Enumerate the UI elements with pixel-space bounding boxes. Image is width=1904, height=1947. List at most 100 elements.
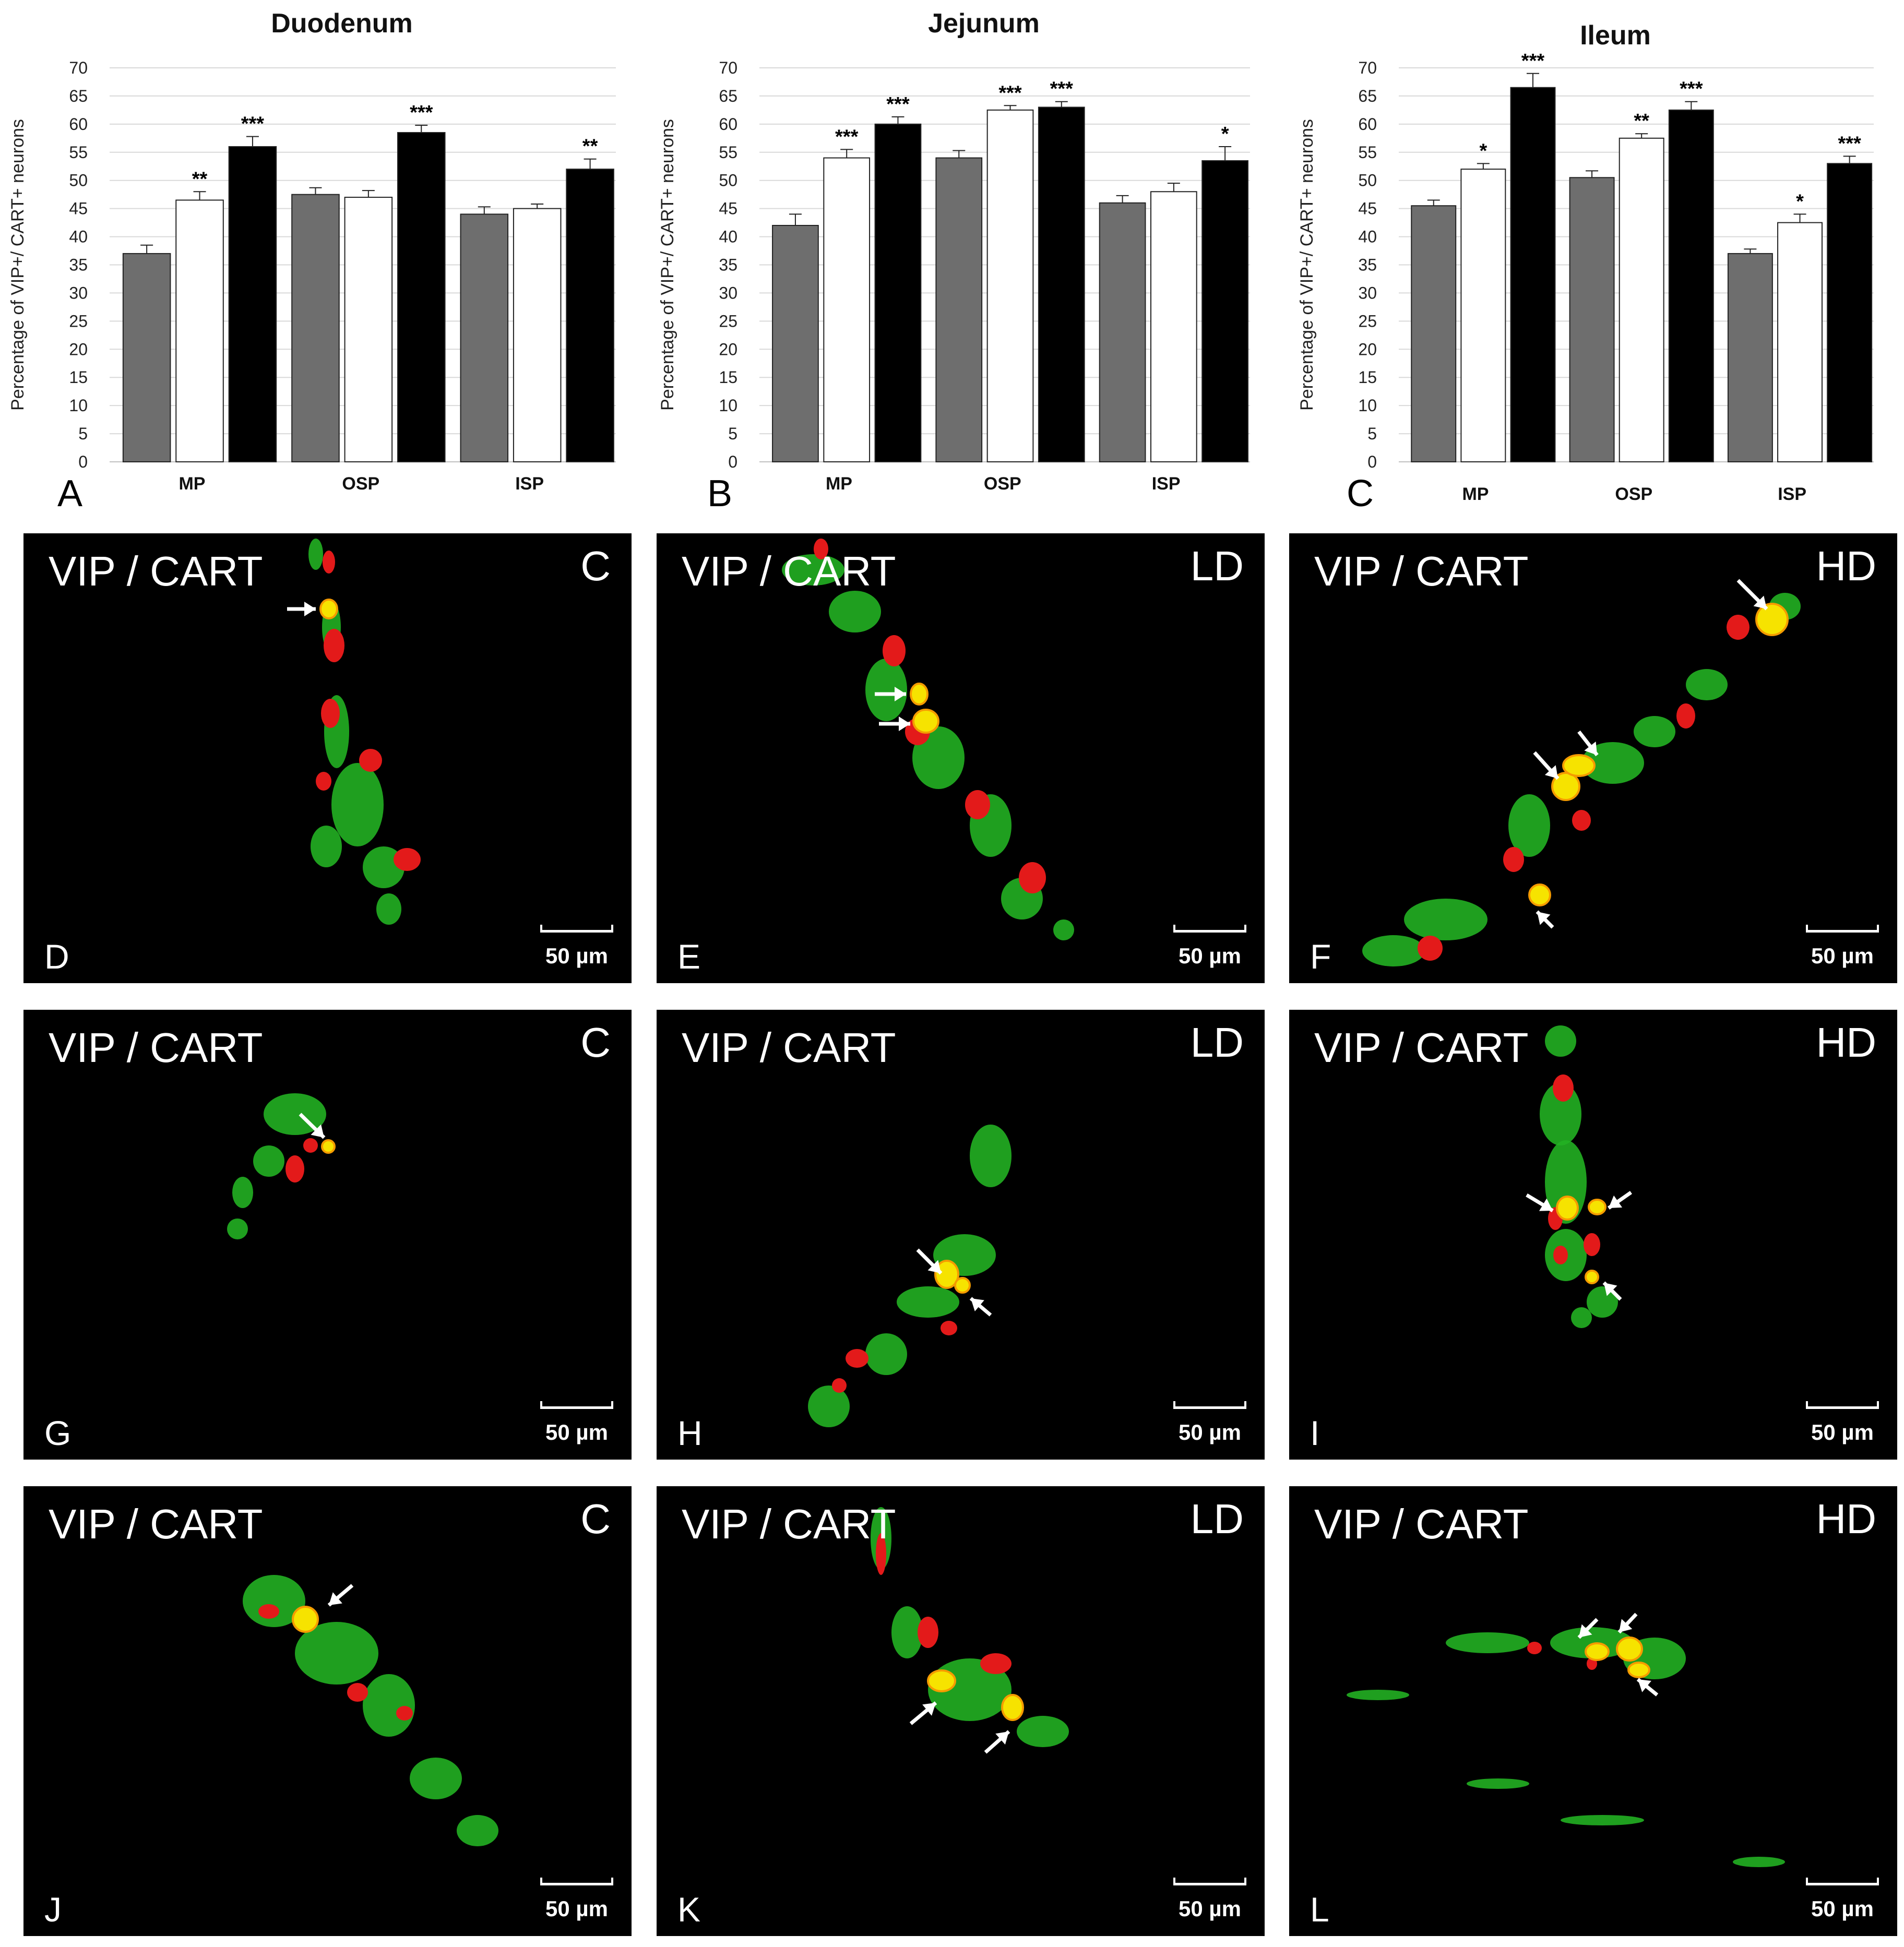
red-neuron [832,1378,847,1393]
red-neuron [359,749,382,772]
group-label: LD [1191,1019,1244,1066]
green-fiber [295,1622,378,1685]
bar [1569,177,1615,463]
red-neuron [323,551,335,574]
y-tick-label: 5 [1367,424,1377,443]
scale-bar-label: 50 µm [545,943,608,968]
micrograph-e: VIP / CART LD E 50 µm [657,533,1265,983]
category-label: MP [178,474,205,494]
green-fiber [1467,1778,1529,1789]
scale-bar-tick [611,925,613,932]
bar [935,157,983,463]
colocalized-neuron [1585,1270,1599,1284]
scale-bar-tick [1877,925,1879,932]
y-tick-label: 15 [1358,368,1377,387]
red-neuron [1553,1246,1568,1264]
bar [1668,109,1714,462]
red-neuron [941,1321,957,1335]
arrow-head [995,1731,1009,1745]
chart-c: 0 5 10 15 20 25 30 35 40 45 50 55 60 65 70 Ileum Percent… [1297,20,1874,515]
colocalized-neuron [1616,1637,1643,1662]
arrow-head [1544,765,1558,779]
red-neuron [846,1349,868,1368]
micrograph-l: VIP / CART HD L 50 µm [1289,1486,1897,1936]
green-fiber [308,539,323,570]
arrow-head [1584,742,1597,755]
panel-letter: D [44,937,69,976]
arrow-head [1579,1624,1592,1638]
green-fiber [1545,1025,1576,1057]
scale-bar-tick [1173,925,1175,932]
scale-bar-tick [1877,1878,1879,1885]
bar [823,157,871,463]
y-tick-label: 35 [69,256,88,274]
scale-bar [1806,1406,1879,1409]
green-fiber [311,826,342,867]
red-neuron [814,539,828,559]
y-tick-label: 35 [1358,256,1377,274]
group-label: HD [1816,543,1876,589]
bar [460,213,509,462]
panel-letter: B [707,473,732,515]
significance-label: *** [886,93,910,115]
green-fiber [865,1333,907,1375]
scale-bar-label: 50 µm [1811,943,1874,968]
micrograph-f: VIP / CART HD F 50 µm [1289,533,1897,983]
significance-label: *** [998,82,1022,104]
scale-bar [1173,1406,1246,1409]
micrograph-label: VIP / CART [682,1024,896,1071]
arrow-head [1609,1195,1623,1208]
colocalized-neuron [954,1277,971,1294]
scale-bar [540,1883,613,1885]
scale-bar-tick [540,925,542,932]
red-neuron [1527,1642,1542,1654]
scale-bar [1806,1883,1879,1885]
significance-label: * [1221,123,1229,145]
y-tick-label: 70 [69,58,88,77]
green-fiber [1733,1857,1785,1867]
y-tick-label: 5 [78,424,88,443]
bar [1460,169,1506,462]
scale-bar [1173,930,1246,933]
scale-bar-tick [1806,1878,1808,1885]
bar [291,194,340,462]
micrograph-d: VIP / CART C D 50 µm [23,533,632,983]
arrow-head [922,1703,936,1716]
scale-bar-tick [1806,1401,1808,1408]
category-label: OSP [342,474,379,494]
scale-bar-tick [1244,925,1246,932]
y-tick-label: 0 [1367,452,1377,471]
bar [566,169,614,462]
group-label: HD [1816,1496,1876,1542]
micrograph-label: VIP / CART [49,1501,263,1547]
bar [1201,160,1248,462]
group-label: LD [1191,1496,1244,1542]
category-label: OSP [1615,484,1652,504]
panel-letter: E [677,937,700,976]
y-tick-label: 65 [1358,87,1377,105]
bar [175,199,224,462]
arrow-head [899,716,910,731]
arrow-head [1619,1619,1633,1632]
green-fiber [1053,919,1074,940]
y-tick-label: 0 [78,452,88,471]
red-neuron [324,629,344,662]
panel-letter: I [1310,1414,1319,1452]
micrograph-background [23,1486,632,1936]
y-tick-label: 65 [719,87,737,105]
y-tick-label: 15 [719,368,737,387]
red-neuron [918,1617,938,1648]
y-tick-label: 70 [1358,58,1377,77]
significance-label: *** [410,102,433,124]
bar [1038,106,1085,462]
y-tick-label: 30 [1358,283,1377,302]
bar [1619,137,1664,463]
group-label: C [580,543,611,589]
red-neuron [1572,810,1591,831]
significance-label: * [1479,140,1487,162]
scale-bar-tick [1244,1878,1246,1885]
red-neuron [876,1533,886,1575]
red-neuron [883,635,906,666]
bar [397,132,446,463]
colocalized-neuron [1627,1662,1650,1678]
